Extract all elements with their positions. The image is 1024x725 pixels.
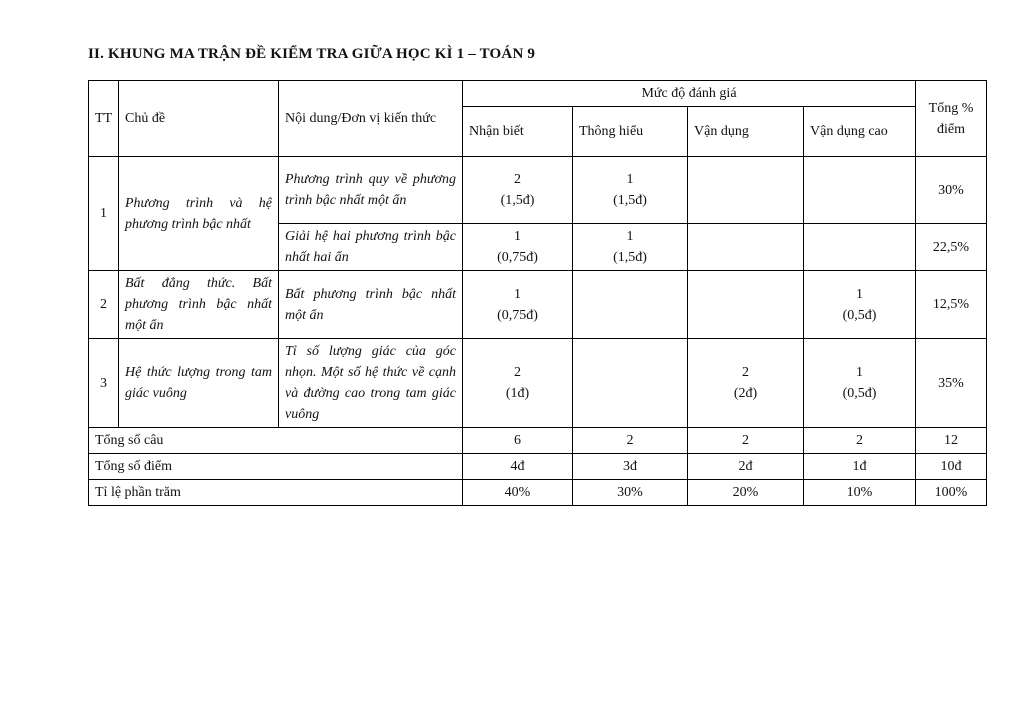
cell-r1b-van-dung <box>687 223 804 271</box>
cell-r1b-nhan-biet: 1 (0,75đ) <box>462 223 573 271</box>
cell-r3-van-dung-cao: 1 (0,5đ) <box>802 338 917 428</box>
cell-r1b-van-dung-cao <box>802 223 917 271</box>
exam-matrix-table: TT Chủ đề Nội dung/Đơn vị kiến thức Mức … <box>88 80 988 506</box>
cell-r1-tt: 1 <box>88 156 119 271</box>
cell-r1a-nhan-biet: 2 (1,5đ) <box>462 156 573 224</box>
summary-diem-nhan-biet: 4đ <box>462 453 573 480</box>
summary-cau-van-dung-cao: 2 <box>802 427 917 454</box>
cell-r1-chu-de: Phương trình và hệ phương trình bậc nhất <box>118 156 279 271</box>
header-muc-do-danh-gia: Mức độ đánh giá <box>461 80 917 107</box>
cell-r1b-noi-dung: Giải hệ hai phương trình bậc nhất hai ẩn <box>278 223 463 271</box>
cell-r3-noi-dung: Tỉ số lượng giác của góc nhọn. Một số hệ… <box>278 338 463 428</box>
table-row-3: 3 Hệ thức lượng trong tam giác vuông Tỉ … <box>88 338 988 428</box>
cell-r3-chu-de: Hệ thức lượng trong tam giác vuông <box>118 338 279 428</box>
cell-r1a-van-dung <box>687 156 804 224</box>
header-row-levels: Nhận biết Thông hiểu Vận dụng Vận dụng c… <box>89 106 987 157</box>
header-level-nhan-biet: Nhận biết <box>462 106 573 157</box>
header-level-van-dung-cao: Vận dụng cao <box>802 106 917 157</box>
table-row-2: 2 Bất đẳng thức. Bất phương trình bậc nh… <box>88 270 988 339</box>
summary-tile-tong: 100% <box>915 479 988 506</box>
cell-r2-tt: 2 <box>88 270 119 339</box>
cell-r3-thong-hieu <box>572 338 688 428</box>
table-row-1a: 1 Phương trình và hệ phương trình bậc nh… <box>88 156 988 271</box>
cell-r2-tong: 12,5% <box>915 270 988 339</box>
summary-label-ti-le-phan-tram: Tỉ lệ phần trăm <box>88 479 463 506</box>
summary-tile-van-dung-cao: 10% <box>802 479 917 506</box>
cell-r1b-thong-hieu: 1 (1,5đ) <box>572 223 688 271</box>
cell-r3-van-dung: 2 (2đ) <box>687 338 804 428</box>
header-tong-pct-diem: Tổng % điểm <box>915 80 988 157</box>
header-noi-dung: Nội dung/Đơn vị kiến thức <box>278 80 463 157</box>
summary-row-ti-le-phan-tram: Tỉ lệ phần trăm 40% 30% 20% 10% 100% <box>88 479 988 506</box>
summary-diem-thong-hieu: 3đ <box>572 453 688 480</box>
summary-tile-van-dung: 20% <box>687 479 804 506</box>
summary-diem-tong: 10đ <box>915 453 988 480</box>
cell-r1a-van-dung-cao <box>802 156 917 224</box>
summary-tile-thong-hieu: 30% <box>572 479 688 506</box>
cell-r1a-tong: 30% <box>915 156 988 224</box>
cell-r1a-thong-hieu: 1 (1,5đ) <box>572 156 688 224</box>
summary-cau-nhan-biet: 6 <box>462 427 573 454</box>
header-level-van-dung: Vận dụng <box>687 106 804 157</box>
cell-r2-van-dung <box>687 270 804 339</box>
header-chu-de: Chủ đề <box>118 80 279 157</box>
cell-r1b-tong: 22,5% <box>915 223 988 271</box>
cell-r1a-noi-dung: Phương trình quy về phương trình bậc nhấ… <box>278 156 463 224</box>
summary-cau-thong-hieu: 2 <box>572 427 688 454</box>
summary-diem-van-dung-cao: 1đ <box>802 453 917 480</box>
cell-r2-thong-hieu <box>572 270 688 339</box>
page-title: II. KHUNG MA TRẬN ĐỀ KIỂM TRA GIỮA HỌC K… <box>88 46 536 62</box>
summary-row-tong-so-cau: Tổng số câu 6 2 2 2 12 <box>88 427 988 454</box>
summary-tile-nhan-biet: 40% <box>462 479 573 506</box>
summary-cau-tong: 12 <box>915 427 988 454</box>
cell-r3-tt: 3 <box>88 338 119 428</box>
header-level-thong-hieu: Thông hiểu <box>572 106 688 157</box>
summary-label-tong-so-diem: Tổng số điểm <box>88 453 463 480</box>
cell-r3-tong: 35% <box>915 338 988 428</box>
summary-row-tong-so-diem: Tổng số điểm 4đ 3đ 2đ 1đ 10đ <box>88 453 988 480</box>
cell-r2-chu-de: Bất đẳng thức. Bất phương trình bậc nhất… <box>118 270 279 339</box>
cell-r2-van-dung-cao: 1 (0,5đ) <box>802 270 917 339</box>
cell-r2-noi-dung: Bất phương trình bậc nhất một ẩn <box>278 270 463 339</box>
summary-cau-van-dung: 2 <box>687 427 804 454</box>
cell-r2-nhan-biet: 1 (0,75đ) <box>462 270 573 339</box>
header-row-top: TT Chủ đề Nội dung/Đơn vị kiến thức Mức … <box>88 80 988 157</box>
summary-label-tong-so-cau: Tổng số câu <box>88 427 463 454</box>
cell-r3-nhan-biet: 2 (1đ) <box>462 338 573 428</box>
header-tt: TT <box>88 80 119 157</box>
summary-diem-van-dung: 2đ <box>687 453 804 480</box>
